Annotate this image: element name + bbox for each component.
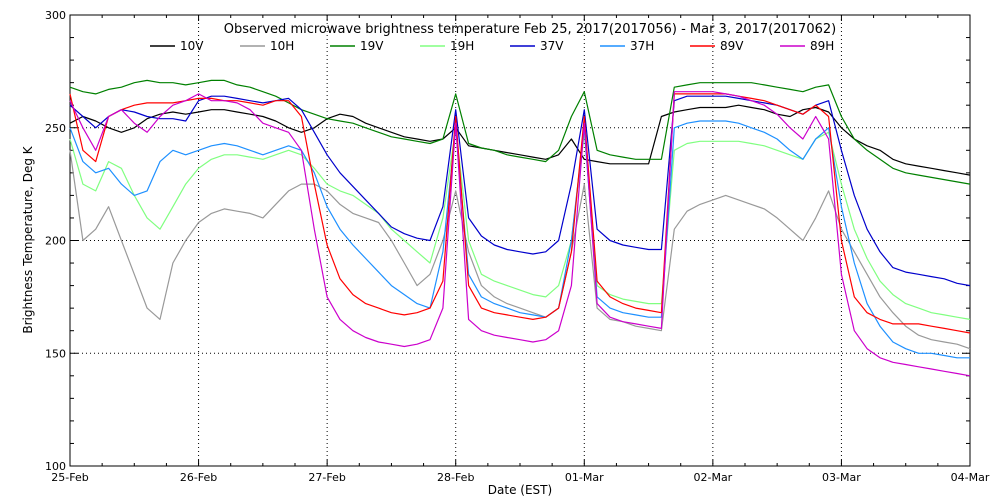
chart-title: Observed microwave brightness temperatur… (224, 22, 836, 37)
x-tick-label: 02-Mar (693, 471, 732, 484)
y-tick-label: 100 (45, 460, 66, 473)
x-tick-label: 26-Feb (180, 471, 217, 484)
series-line-89v (69, 93, 971, 334)
y-axis-title: Brightness Temperature, Deg K (21, 145, 35, 333)
legend-label-10h: 10H (270, 39, 294, 53)
y-tick-label: 200 (45, 235, 66, 248)
x-tick-label: 28-Feb (437, 471, 474, 484)
legend-label-19v: 19V (360, 39, 384, 53)
legend-label-89h: 89H (810, 39, 834, 53)
series-layer (69, 79, 971, 377)
legend-label-19h: 19H (450, 39, 474, 53)
grid-layer (70, 15, 970, 466)
x-tick-label: 01-Mar (565, 471, 604, 484)
legend-label-37h: 37H (630, 39, 654, 53)
y-tick-label: 150 (45, 347, 66, 360)
legend: 10V 10H 19V 19H 37V 37H 89V 89H (150, 39, 834, 53)
series-line-37h (69, 120, 970, 359)
tick-layer: 25-Feb 26-Feb 27-Feb 28-Feb 01-Mar 02-Mar 03-M… (45, 9, 990, 484)
x-tick-label: 27-Feb (308, 471, 345, 484)
series-line-19h (69, 127, 971, 320)
y-tick-label: 300 (45, 9, 66, 22)
series-line-37v (69, 95, 971, 287)
y-tick-label: 250 (45, 122, 66, 135)
x-tick-label: 25-Feb (51, 471, 88, 484)
legend-label-10v: 10V (180, 39, 204, 53)
series-line-89h (69, 91, 971, 377)
series-line-10h (69, 150, 971, 350)
series-line-19v (69, 79, 971, 185)
x-tick-label: 03-Mar (822, 471, 861, 484)
x-axis-title: Date (EST) (488, 483, 552, 497)
legend-label-89v: 89V (720, 39, 744, 53)
legend-label-37v: 37V (540, 39, 564, 53)
x-tick-label: 04-Mar (951, 471, 990, 484)
